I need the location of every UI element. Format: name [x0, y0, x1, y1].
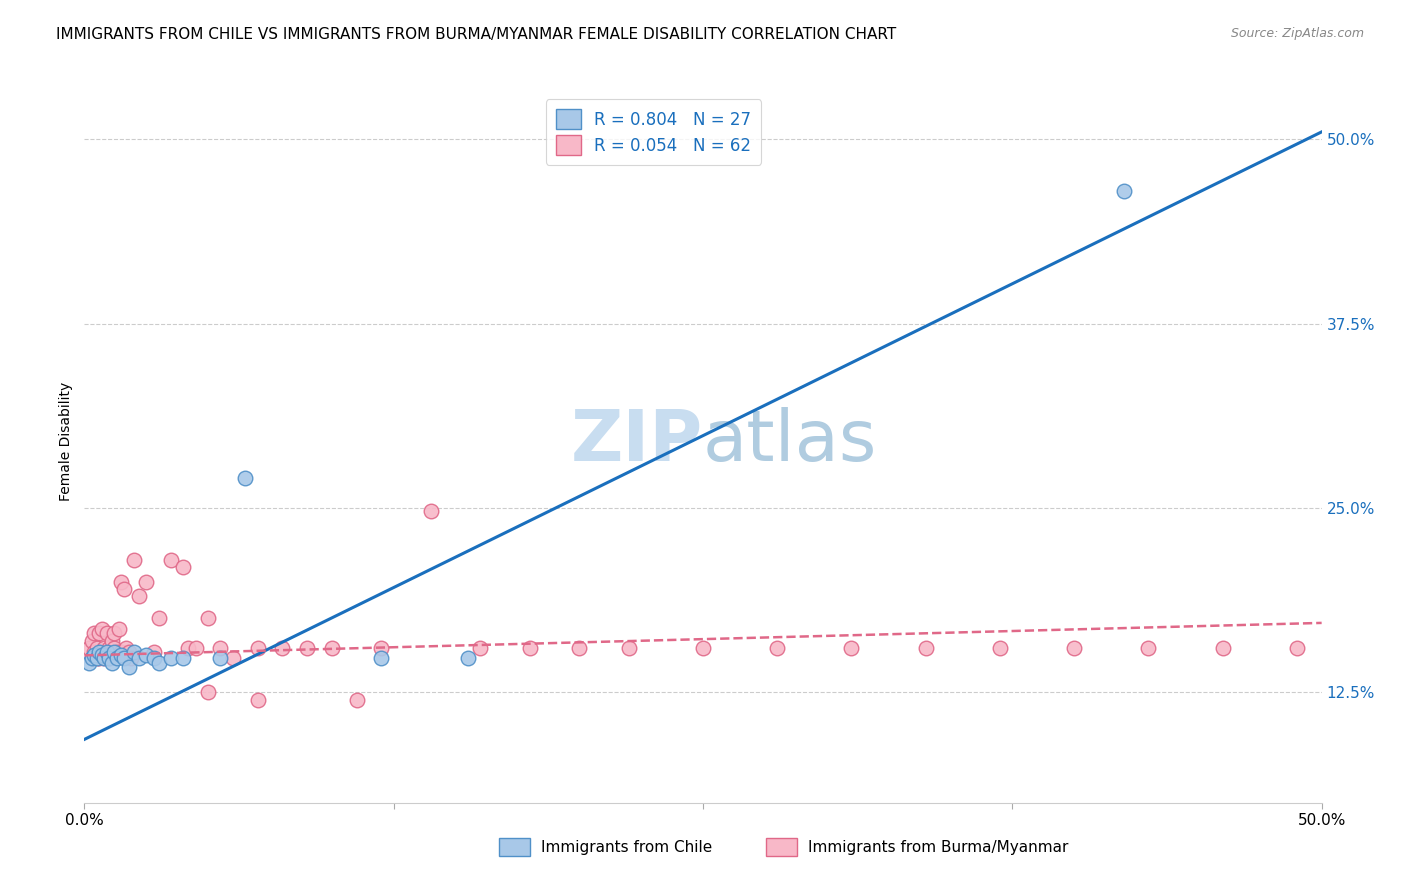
Point: [172, 651, 194, 665]
Text: ZIP: ZIP: [571, 407, 703, 476]
Point: [568, 640, 591, 655]
Point: [93, 651, 115, 665]
Point: [370, 640, 392, 655]
Point: [470, 640, 492, 655]
Point: [93, 640, 115, 655]
Point: [1137, 640, 1160, 655]
Point: [128, 651, 150, 665]
Point: [80, 651, 103, 665]
Point: [118, 660, 141, 674]
Point: [110, 574, 132, 589]
Point: [98, 640, 121, 655]
Point: [1285, 640, 1308, 655]
Point: [89, 651, 111, 665]
Point: [86, 651, 108, 665]
Point: [841, 640, 863, 655]
Point: [83, 645, 105, 659]
Point: [103, 645, 125, 659]
Point: [184, 640, 207, 655]
Point: [79, 640, 101, 655]
Point: [86, 640, 108, 655]
Point: [160, 552, 183, 566]
Point: [103, 626, 125, 640]
Point: [100, 656, 122, 670]
Point: [246, 692, 269, 706]
Point: [120, 651, 142, 665]
Point: [148, 611, 170, 625]
Point: [83, 648, 105, 663]
Point: [105, 651, 128, 665]
Point: [90, 622, 112, 636]
Point: [96, 645, 118, 659]
Point: [246, 640, 269, 655]
Point: [148, 656, 170, 670]
Point: [692, 640, 714, 655]
Point: [89, 626, 111, 640]
Point: [96, 645, 118, 659]
Point: [122, 645, 145, 659]
Point: [110, 648, 132, 663]
Point: [90, 645, 112, 659]
Point: [105, 645, 128, 659]
Text: atlas: atlas: [703, 407, 877, 476]
Point: [988, 640, 1011, 655]
Point: [457, 651, 479, 665]
Point: [271, 640, 294, 655]
Point: [233, 471, 256, 485]
Point: [118, 645, 141, 659]
Point: [86, 651, 108, 665]
Point: [160, 651, 183, 665]
Point: [295, 640, 318, 655]
Point: [142, 645, 165, 659]
Point: [1112, 184, 1135, 198]
Point: [197, 685, 219, 699]
Point: [135, 648, 157, 663]
Point: [79, 656, 101, 670]
Text: Immigrants from Burma/Myanmar: Immigrants from Burma/Myanmar: [808, 840, 1069, 855]
Point: [1212, 640, 1234, 655]
Legend: R = 0.804   N = 27, R = 0.054   N = 62: R = 0.804 N = 27, R = 0.054 N = 62: [546, 99, 761, 165]
Point: [89, 645, 111, 659]
Point: [98, 651, 121, 665]
Point: [80, 651, 103, 665]
Point: [172, 560, 194, 574]
Point: [197, 611, 219, 625]
Point: [103, 640, 125, 655]
Point: [419, 504, 441, 518]
Text: IMMIGRANTS FROM CHILE VS IMMIGRANTS FROM BURMA/MYANMAR FEMALE DISABILITY CORRELA: IMMIGRANTS FROM CHILE VS IMMIGRANTS FROM…: [56, 27, 897, 42]
Point: [617, 640, 640, 655]
Point: [177, 640, 200, 655]
Point: [110, 645, 132, 659]
Point: [98, 651, 121, 665]
Point: [100, 633, 122, 648]
Point: [321, 640, 343, 655]
Point: [222, 651, 245, 665]
Point: [96, 626, 118, 640]
Point: [122, 552, 145, 566]
Point: [93, 651, 115, 665]
Text: Immigrants from Chile: Immigrants from Chile: [541, 840, 713, 855]
Point: [142, 651, 165, 665]
Point: [135, 574, 157, 589]
Point: [115, 640, 138, 655]
Point: [370, 651, 392, 665]
Point: [112, 651, 135, 665]
Point: [914, 640, 936, 655]
Point: [128, 590, 150, 604]
Point: [766, 640, 789, 655]
Point: [346, 692, 368, 706]
Point: [519, 640, 541, 655]
Point: [209, 640, 232, 655]
Point: [1063, 640, 1085, 655]
Text: Source: ZipAtlas.com: Source: ZipAtlas.com: [1230, 27, 1364, 40]
Y-axis label: Female Disability: Female Disability: [59, 382, 73, 501]
Point: [108, 622, 131, 636]
Point: [90, 648, 112, 663]
Point: [80, 633, 103, 648]
Point: [83, 626, 105, 640]
Point: [209, 651, 232, 665]
Point: [112, 582, 135, 596]
